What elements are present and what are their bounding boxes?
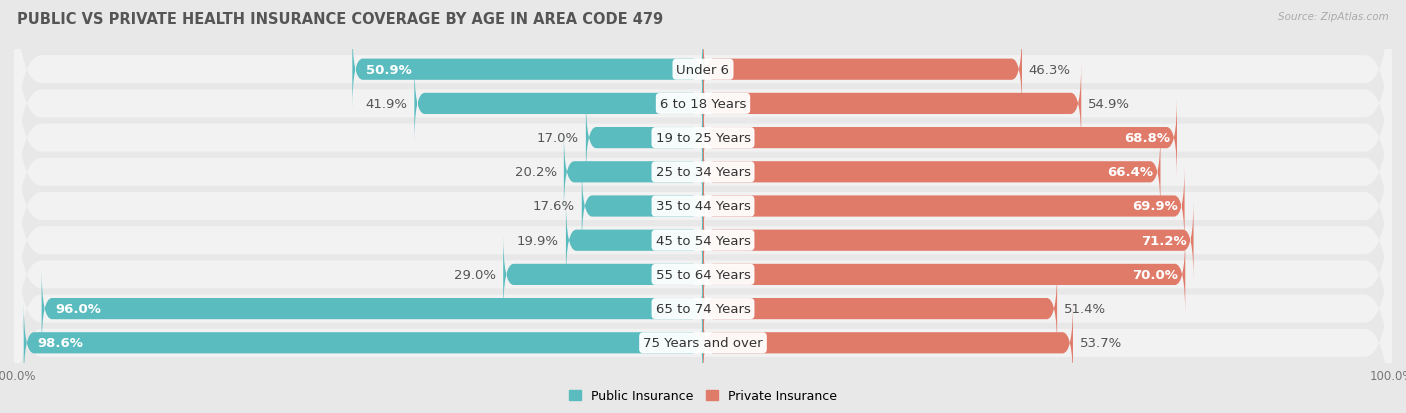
FancyBboxPatch shape (703, 268, 1057, 349)
Text: 68.8%: 68.8% (1125, 132, 1170, 145)
Text: 53.7%: 53.7% (1080, 337, 1122, 349)
FancyBboxPatch shape (703, 166, 1185, 247)
Text: Under 6: Under 6 (676, 64, 730, 76)
FancyBboxPatch shape (14, 84, 1392, 329)
FancyBboxPatch shape (24, 302, 703, 384)
FancyBboxPatch shape (703, 97, 1177, 179)
Text: 71.2%: 71.2% (1142, 234, 1187, 247)
Text: 98.6%: 98.6% (38, 337, 83, 349)
FancyBboxPatch shape (586, 97, 703, 179)
FancyBboxPatch shape (14, 50, 1392, 295)
Text: Source: ZipAtlas.com: Source: ZipAtlas.com (1278, 12, 1389, 22)
FancyBboxPatch shape (14, 221, 1392, 413)
FancyBboxPatch shape (564, 132, 703, 213)
FancyBboxPatch shape (14, 16, 1392, 261)
Text: 19 to 25 Years: 19 to 25 Years (655, 132, 751, 145)
FancyBboxPatch shape (703, 132, 1160, 213)
Text: 65 to 74 Years: 65 to 74 Years (655, 302, 751, 316)
Text: 45 to 54 Years: 45 to 54 Years (655, 234, 751, 247)
FancyBboxPatch shape (703, 234, 1185, 316)
FancyBboxPatch shape (703, 29, 1022, 111)
FancyBboxPatch shape (14, 152, 1392, 397)
Text: 35 to 44 Years: 35 to 44 Years (655, 200, 751, 213)
Text: 70.0%: 70.0% (1132, 268, 1178, 281)
FancyBboxPatch shape (703, 64, 1081, 145)
Text: 50.9%: 50.9% (366, 64, 412, 76)
FancyBboxPatch shape (703, 200, 1194, 281)
FancyBboxPatch shape (415, 64, 703, 145)
Text: 46.3%: 46.3% (1029, 64, 1071, 76)
Text: 51.4%: 51.4% (1064, 302, 1107, 316)
FancyBboxPatch shape (703, 302, 1073, 384)
Legend: Public Insurance, Private Insurance: Public Insurance, Private Insurance (564, 385, 842, 408)
Text: 55 to 64 Years: 55 to 64 Years (655, 268, 751, 281)
Text: 41.9%: 41.9% (366, 97, 408, 111)
FancyBboxPatch shape (565, 200, 703, 281)
FancyBboxPatch shape (14, 118, 1392, 363)
FancyBboxPatch shape (42, 268, 703, 349)
Text: 17.6%: 17.6% (533, 200, 575, 213)
FancyBboxPatch shape (353, 29, 703, 111)
FancyBboxPatch shape (14, 186, 1392, 413)
Text: 96.0%: 96.0% (55, 302, 101, 316)
Text: 20.2%: 20.2% (515, 166, 557, 179)
Text: 69.9%: 69.9% (1132, 200, 1178, 213)
Text: 25 to 34 Years: 25 to 34 Years (655, 166, 751, 179)
Text: 75 Years and over: 75 Years and over (643, 337, 763, 349)
FancyBboxPatch shape (14, 0, 1392, 227)
Text: 17.0%: 17.0% (537, 132, 579, 145)
FancyBboxPatch shape (14, 0, 1392, 192)
FancyBboxPatch shape (503, 234, 703, 316)
FancyBboxPatch shape (582, 166, 703, 247)
Text: 19.9%: 19.9% (517, 234, 560, 247)
Text: 66.4%: 66.4% (1108, 166, 1153, 179)
Text: 29.0%: 29.0% (454, 268, 496, 281)
Text: 6 to 18 Years: 6 to 18 Years (659, 97, 747, 111)
Text: PUBLIC VS PRIVATE HEALTH INSURANCE COVERAGE BY AGE IN AREA CODE 479: PUBLIC VS PRIVATE HEALTH INSURANCE COVER… (17, 12, 664, 27)
Text: 54.9%: 54.9% (1088, 97, 1130, 111)
